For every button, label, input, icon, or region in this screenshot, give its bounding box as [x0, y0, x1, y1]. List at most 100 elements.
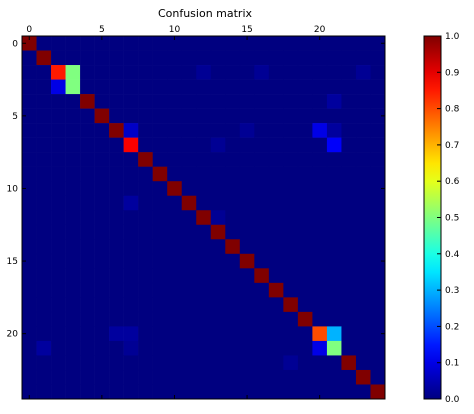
heatmap-cell [152, 152, 168, 167]
heatmap-cell [94, 210, 110, 226]
heatmap-cell [181, 152, 197, 167]
heatmap-cell [167, 326, 183, 342]
heatmap-cell [123, 36, 139, 51]
heatmap-cell [312, 166, 328, 182]
heatmap-cell [51, 94, 66, 109]
heatmap-cell [65, 137, 81, 153]
heatmap-cell [225, 50, 241, 66]
heatmap-cell [138, 166, 153, 182]
heatmap-cell [138, 50, 153, 66]
heatmap-cell [123, 137, 139, 153]
heatmap-cell [80, 181, 95, 197]
heatmap-cell [181, 195, 197, 211]
heatmap-cell [152, 123, 168, 138]
heatmap-cell [283, 311, 299, 327]
heatmap-cell [312, 94, 328, 109]
heatmap-cell [22, 268, 37, 284]
heatmap-cell [225, 369, 241, 385]
heatmap-cell [36, 253, 52, 269]
heatmap-cell [326, 166, 342, 182]
heatmap-cell [51, 326, 66, 342]
heatmap-cell [22, 152, 37, 167]
heatmap-cell [341, 94, 357, 109]
heatmap-cell [225, 79, 241, 95]
heatmap-cell [51, 123, 66, 138]
heatmap-cell [370, 224, 386, 240]
heatmap-cell [51, 282, 66, 298]
heatmap-cell [123, 384, 139, 400]
heatmap-cell [22, 355, 37, 371]
heatmap-cell [22, 108, 37, 124]
heatmap-cell [22, 239, 37, 255]
heatmap-cell [94, 282, 110, 298]
heatmap-cell [22, 311, 37, 327]
heatmap-cell [210, 137, 226, 153]
heatmap-cell [268, 94, 284, 109]
heatmap-cell [22, 36, 37, 51]
heatmap-cell [355, 224, 371, 240]
heatmap-cell [109, 326, 124, 342]
heatmap-cell [123, 79, 139, 95]
heatmap-cell [341, 195, 357, 211]
heatmap-cell [196, 36, 212, 51]
heatmap-cell [341, 50, 357, 66]
heatmap-cell [51, 152, 66, 167]
heatmap-cell [181, 79, 197, 95]
heatmap-cell [370, 239, 386, 255]
heatmap-cell [210, 166, 226, 182]
heatmap-cell [80, 36, 95, 51]
heatmap-cell [326, 268, 342, 284]
heatmap-cell [297, 268, 313, 284]
heatmap-cell [51, 340, 66, 356]
colorbar-tick-label: 0.3 [445, 286, 459, 296]
heatmap-cell [297, 224, 313, 240]
heatmap-cell [152, 210, 168, 226]
heatmap-cell [196, 253, 212, 269]
heatmap-cell [326, 137, 342, 153]
heatmap-cell [181, 108, 197, 124]
heatmap-cell [283, 369, 299, 385]
heatmap-cell [254, 268, 270, 284]
heatmap-cell [94, 123, 110, 138]
heatmap-cell [341, 311, 357, 327]
heatmap-cell [196, 65, 212, 80]
heatmap-cell [22, 195, 37, 211]
heatmap-cell [196, 152, 212, 167]
heatmap-cell [312, 181, 328, 197]
heatmap-cell [225, 239, 241, 255]
heatmap-cell [210, 355, 226, 371]
heatmap-cell [225, 152, 241, 167]
heatmap-cell [109, 36, 124, 51]
heatmap-cell [326, 369, 342, 385]
heatmap-cell [341, 326, 357, 342]
heatmap-cell [370, 195, 386, 211]
heatmap-cell [239, 123, 255, 138]
heatmap-cell [312, 326, 328, 342]
heatmap-cell [283, 123, 299, 138]
heatmap-cell [94, 355, 110, 371]
colorbar-tick-label: 0.4 [445, 250, 460, 260]
heatmap-cell [210, 268, 226, 284]
heatmap-cell [283, 50, 299, 66]
heatmap-cell [210, 224, 226, 240]
heatmap-cell [370, 210, 386, 226]
heatmap-cell [123, 166, 139, 182]
heatmap-cell [167, 340, 183, 356]
heatmap-cell [326, 224, 342, 240]
heatmap-cell [94, 311, 110, 327]
heatmap-cell [123, 326, 139, 342]
heatmap-cell [297, 65, 313, 80]
heatmap-cell [312, 340, 328, 356]
heatmap-cell [65, 36, 81, 51]
heatmap-cell [123, 195, 139, 211]
heatmap-cell [167, 384, 183, 400]
heatmap-cell [283, 181, 299, 197]
heatmap-cell [297, 239, 313, 255]
heatmap-cell [297, 36, 313, 51]
heatmap-cell [268, 311, 284, 327]
heatmap-cell [94, 369, 110, 385]
heatmap-cell [283, 239, 299, 255]
heatmap-cell [239, 224, 255, 240]
heatmap-cell [225, 268, 241, 284]
heatmap-cell [254, 195, 270, 211]
